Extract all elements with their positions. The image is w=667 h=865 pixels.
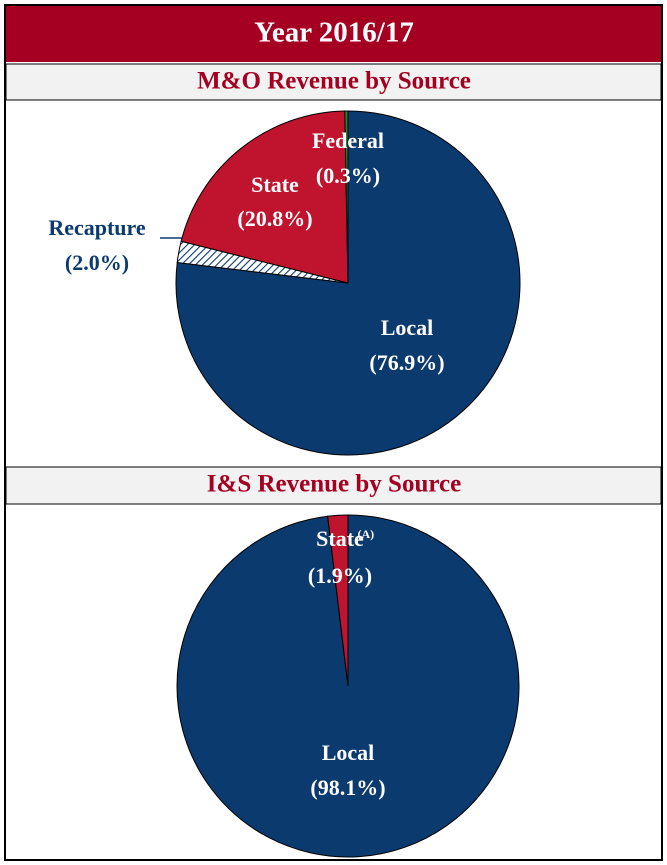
header-title: Year 2016/17 xyxy=(254,17,414,49)
section-bar xyxy=(5,466,662,505)
section-title: M&O Revenue by Source xyxy=(197,68,471,95)
slice-value: (20.8%) xyxy=(237,206,312,231)
slice-name: Recapture xyxy=(48,215,146,240)
slice-name: Local xyxy=(381,315,434,340)
slice-value: (1.9%) xyxy=(308,563,372,588)
note-marker: (A) xyxy=(357,527,374,541)
slice-name: State xyxy=(316,526,364,551)
pie-slice xyxy=(180,110,349,284)
slice-name: Local xyxy=(322,740,375,765)
section-bar xyxy=(5,63,662,101)
slice-value: (98.1%) xyxy=(310,775,385,800)
slice-name: Federal xyxy=(312,128,384,153)
slice-value: (76.9%) xyxy=(369,350,444,375)
slice-value: (0.3%) xyxy=(316,163,380,188)
pie-slice xyxy=(344,110,349,284)
header-bar xyxy=(6,6,661,62)
slice-name: State xyxy=(251,172,299,197)
slice-value: (2.0%) xyxy=(65,250,129,275)
section-title: I&S Revenue by Source xyxy=(207,471,461,498)
pie-slice xyxy=(327,514,349,687)
